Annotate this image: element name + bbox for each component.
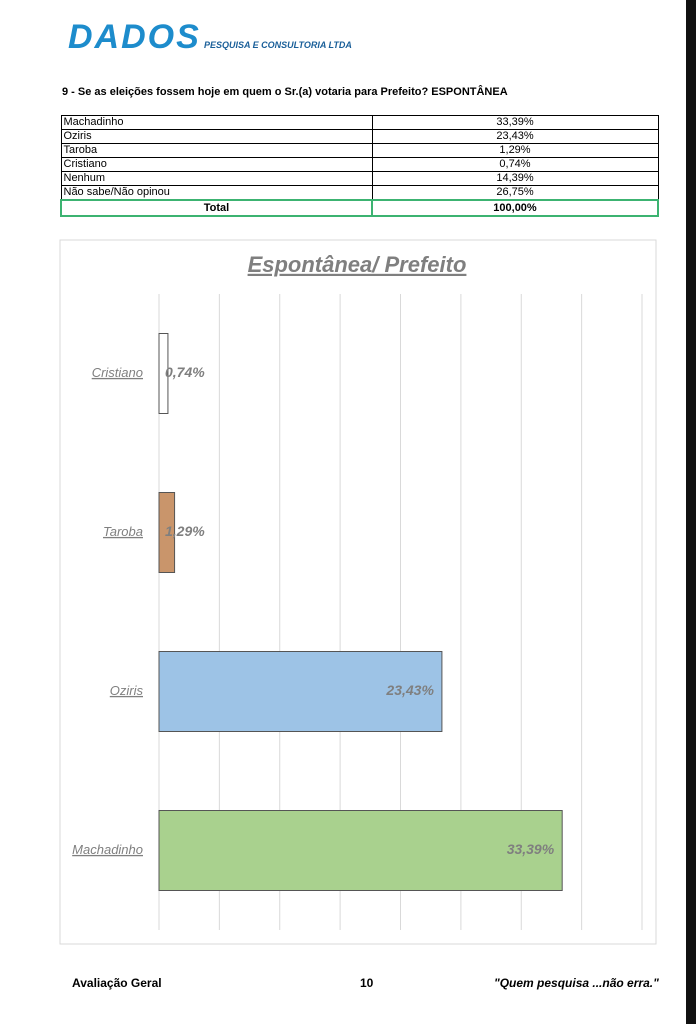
value-cell: 33,39% [371, 115, 659, 130]
value-label: 23,43% [385, 682, 434, 698]
category-label: Taroba [103, 524, 143, 539]
label-cell: Cristiano [60, 157, 373, 172]
table-row: Total 100,00% [60, 199, 659, 217]
table-row: Nenhum 14,39% [60, 171, 659, 186]
page-number: 10 [360, 976, 374, 990]
value-cell: 14,39% [371, 171, 659, 186]
logo: DADOS [68, 18, 201, 56]
question: 9 - Se as eleições fossem hoje em quem o… [62, 86, 508, 98]
table-row: Machadinho 33,39% [60, 115, 659, 130]
border-strip [686, 0, 696, 1024]
chart-title: Espontânea/ Prefeito [248, 252, 467, 277]
category-label: Oziris [110, 683, 144, 698]
category-label: Machadinho [72, 842, 143, 857]
bar [158, 651, 443, 732]
value-label: 33,39% [507, 841, 555, 857]
bar [158, 333, 169, 414]
value-label: 1,29% [165, 523, 205, 539]
value-label: 0,74% [165, 364, 205, 380]
bar [158, 492, 176, 573]
label-cell: Nenhum [60, 171, 373, 186]
footer-left: Avaliação Geral [72, 976, 162, 990]
table-row: Não sabe/Não opinou 26,75% [60, 185, 659, 201]
footer-right: "Quem pesquisa ...não erra." [494, 976, 659, 990]
label-cell: Não sabe/Não opinou [60, 185, 373, 201]
logo-subtitle: PESQUISA E CONSULTORIA LTDA [204, 40, 352, 50]
results-table: Machadinho 33,39% Oziris 23,43% Taroba 1,29% C… [60, 115, 659, 217]
label-cell: Total [60, 199, 373, 217]
value-cell: 100,00% [371, 199, 659, 217]
category-label: Cristiano [92, 365, 143, 380]
bar [158, 810, 563, 891]
